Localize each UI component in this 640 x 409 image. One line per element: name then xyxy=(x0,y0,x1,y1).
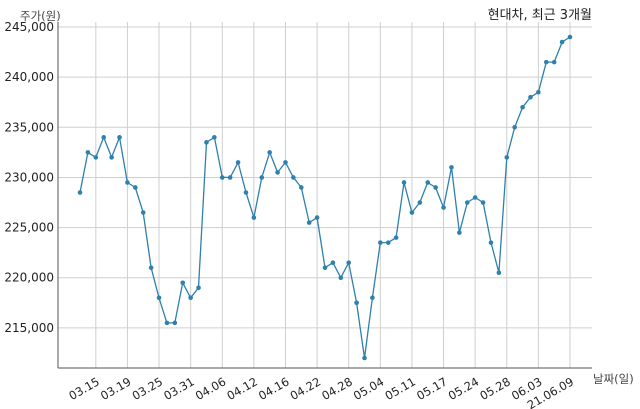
data-point xyxy=(543,59,549,65)
x-tick-label: 04.16 xyxy=(256,374,292,403)
data-point xyxy=(504,155,510,160)
axes xyxy=(57,22,592,369)
x-tick-label: 05.17 xyxy=(414,374,450,403)
data-point xyxy=(378,240,383,245)
series xyxy=(77,34,573,361)
y-tick-label: 230,000 xyxy=(4,170,54,184)
data-point xyxy=(172,320,178,326)
data-point xyxy=(109,155,114,160)
data-point xyxy=(101,135,107,140)
data-point xyxy=(551,59,557,65)
chart-title: 현대차, 최근 3개월 xyxy=(488,8,592,23)
data-point xyxy=(425,180,431,185)
data-point xyxy=(133,185,138,190)
x-tick-labels: 03.1503.1903.2503.3104.0604.1204.1604.22… xyxy=(66,374,576,409)
grid xyxy=(58,22,592,368)
data-point xyxy=(393,235,399,240)
data-point xyxy=(567,34,573,40)
data-point xyxy=(235,160,241,165)
data-point xyxy=(140,210,146,215)
data-point xyxy=(85,150,91,155)
data-point xyxy=(488,240,494,245)
data-point xyxy=(480,200,486,205)
x-tick-label: 03.25 xyxy=(130,374,166,403)
data-point xyxy=(251,215,257,220)
y-tick-label: 245,000 xyxy=(4,20,54,34)
data-point xyxy=(330,260,336,265)
y-tick-label: 235,000 xyxy=(4,120,54,134)
y-tick-label: 220,000 xyxy=(4,271,54,285)
y-tick-label: 225,000 xyxy=(4,221,54,235)
data-point xyxy=(496,270,502,276)
data-point xyxy=(180,280,186,286)
data-point xyxy=(291,175,296,180)
x-tick-label: 04.22 xyxy=(288,374,324,403)
x-tick-label: 05.11 xyxy=(383,374,419,403)
y-tick-label: 215,000 xyxy=(4,321,54,335)
data-point xyxy=(219,175,225,180)
data-point xyxy=(472,195,478,200)
data-point xyxy=(212,135,217,140)
data-point xyxy=(227,175,233,180)
data-point xyxy=(188,295,193,301)
x-tick-label: 03.19 xyxy=(98,374,134,403)
data-point xyxy=(464,200,470,205)
data-point xyxy=(156,295,162,301)
data-point xyxy=(362,355,367,361)
data-point xyxy=(536,89,541,95)
data-point xyxy=(346,260,352,265)
x-tick-label: 05.24 xyxy=(446,374,482,403)
x-axis-label: 날짜(일) xyxy=(593,372,634,386)
data-point xyxy=(298,185,304,190)
data-point xyxy=(259,175,265,180)
x-tick-label: 03.15 xyxy=(66,374,102,403)
y-tick-labels: 215,000 220,000 225,000 230,000 235,000 240,0… xyxy=(4,20,54,335)
data-point xyxy=(338,275,344,281)
data-point xyxy=(354,300,359,306)
data-point xyxy=(433,185,438,190)
data-point xyxy=(148,265,154,271)
data-point xyxy=(314,215,320,220)
data-point xyxy=(306,220,312,225)
data-point xyxy=(196,285,201,291)
data-point xyxy=(512,125,517,130)
data-point xyxy=(370,295,375,301)
data-point xyxy=(417,200,423,205)
data-point xyxy=(449,165,454,170)
data-point xyxy=(267,150,272,155)
data-point xyxy=(77,190,83,195)
data-point xyxy=(243,190,249,195)
data-point xyxy=(559,39,565,45)
data-point xyxy=(401,180,407,185)
y-tick-label: 240,000 xyxy=(4,70,54,84)
data-point xyxy=(528,94,533,100)
data-point xyxy=(385,240,391,245)
x-tick-label: 04.28 xyxy=(319,374,355,403)
x-tick-label: 04.12 xyxy=(224,374,260,403)
x-tick-label: 05.28 xyxy=(477,374,513,403)
data-point xyxy=(164,320,170,326)
data-point xyxy=(117,135,122,140)
data-point xyxy=(125,180,130,185)
data-point xyxy=(322,265,328,271)
data-point xyxy=(283,160,288,165)
x-tick-label: 03.31 xyxy=(161,374,197,403)
data-point xyxy=(441,205,446,210)
data-point xyxy=(520,104,525,110)
data-point xyxy=(409,210,415,215)
data-point xyxy=(204,140,209,145)
data-point xyxy=(275,170,280,175)
y-axis-label: 주가(원) xyxy=(20,9,61,23)
series-line xyxy=(79,36,571,359)
x-tick-label: 05.04 xyxy=(351,374,387,403)
x-tick-label: 04.06 xyxy=(193,374,229,403)
data-point xyxy=(93,155,99,160)
data-point xyxy=(457,230,462,235)
